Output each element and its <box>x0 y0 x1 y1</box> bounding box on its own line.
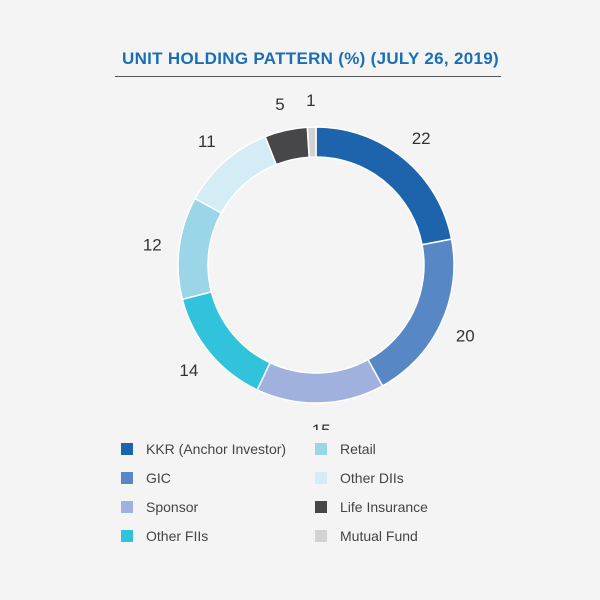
slice-value-label-6: 5 <box>275 95 284 114</box>
slice-value-label-2: 15 <box>312 421 331 430</box>
donut-slice-7 <box>306 126 317 159</box>
legend-swatch <box>121 472 133 484</box>
slice-value-label-3: 14 <box>179 361 198 380</box>
legend-label: GIC <box>146 470 171 486</box>
legend-swatch <box>315 472 327 484</box>
donut-slice-4 <box>177 197 223 301</box>
legend-item-6: Life Insurance <box>315 496 481 518</box>
slice-value-label-1: 20 <box>456 326 475 345</box>
legend-label: Mutual Fund <box>340 528 418 544</box>
legend-swatch <box>315 501 327 513</box>
legend-label: Life Insurance <box>340 499 428 515</box>
slice-value-label-5: 11 <box>198 132 216 151</box>
legend-label: Other DIIs <box>340 470 404 486</box>
legend-label: Other FIIs <box>146 528 209 544</box>
legend-item-3: Other FIIs <box>121 525 315 547</box>
legend-label: Retail <box>340 441 376 457</box>
legend-item-5: Other DIIs <box>315 467 481 489</box>
legend-label: Sponsor <box>146 499 199 515</box>
slice-value-label-7: 1 <box>306 91 315 110</box>
donut-slice-2 <box>256 358 384 404</box>
legend-swatch <box>315 530 327 542</box>
legend-item-0: KKR (Anchor Investor) <box>121 438 315 460</box>
legend-swatch <box>121 443 133 455</box>
chart-legend: KKR (Anchor Investor) GIC Sponsor Other FII… <box>121 438 481 554</box>
legend-item-1: GIC <box>121 467 315 489</box>
legend-label: KKR (Anchor Investor) <box>146 441 287 457</box>
legend-item-7: Mutual Fund <box>315 525 481 547</box>
donut-slice-1 <box>367 238 455 387</box>
chart-title: UNIT HOLDING PATTERN (%) (JULY 26, 2019) <box>122 49 499 68</box>
legend-swatch <box>121 530 133 542</box>
legend-swatch <box>315 443 327 455</box>
legend-swatch <box>121 501 133 513</box>
donut-slice-0 <box>315 126 453 246</box>
slice-value-label-0: 22 <box>412 129 431 148</box>
slice-value-label-4: 12 <box>143 235 162 254</box>
donut-chart: 22 20 15 14 12 11 5 1 <box>143 91 475 430</box>
legend-item-4: Retail <box>315 438 481 460</box>
title-underline <box>115 76 501 77</box>
legend-item-2: Sponsor <box>121 496 315 518</box>
